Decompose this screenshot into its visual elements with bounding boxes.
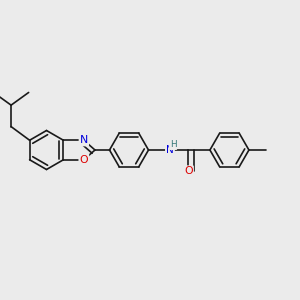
Text: N: N <box>80 135 88 145</box>
Text: O: O <box>184 167 193 176</box>
Text: N: N <box>166 145 174 155</box>
Text: H: H <box>169 140 176 149</box>
Text: O: O <box>80 155 88 165</box>
